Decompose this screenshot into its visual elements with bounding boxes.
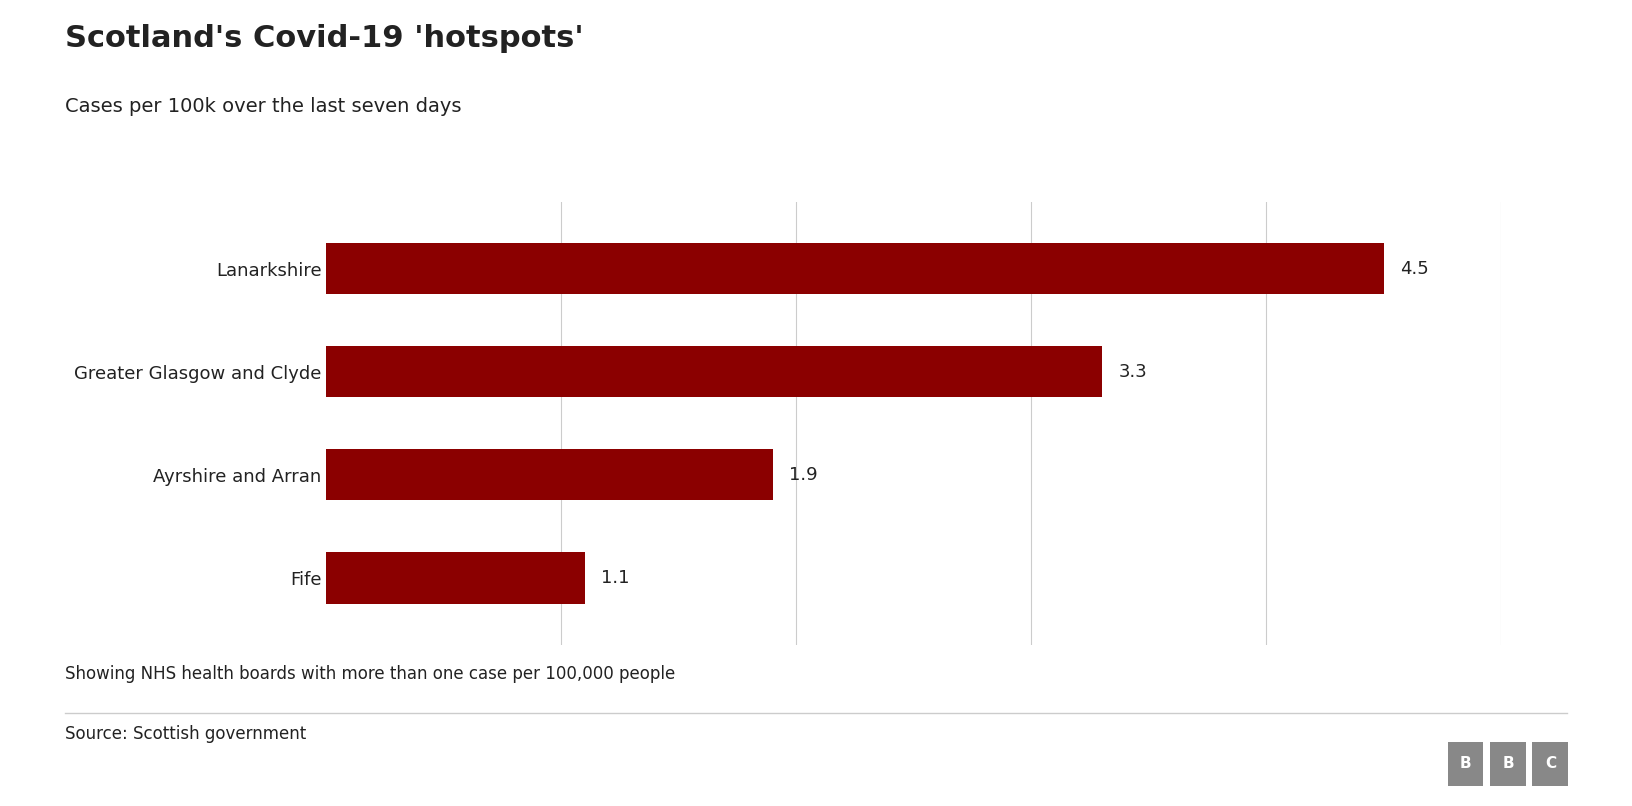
Text: 1.9: 1.9 [790, 466, 818, 484]
Text: 3.3: 3.3 [1118, 363, 1147, 380]
Text: B: B [1459, 756, 1472, 771]
Text: B: B [1501, 756, 1514, 771]
Bar [326, 243, 1384, 294]
Text: Cases per 100k over the last seven days: Cases per 100k over the last seven days [65, 97, 462, 116]
Text: 1.1: 1.1 [601, 569, 630, 587]
Bar [326, 449, 774, 501]
Text: Source: Scottish government: Source: Scottish government [65, 725, 307, 743]
Text: 4.5: 4.5 [1400, 260, 1430, 277]
Text: C: C [1546, 756, 1555, 771]
Text: Showing NHS health boards with more than one case per 100,000 people: Showing NHS health boards with more than… [65, 665, 676, 683]
Bar [326, 552, 584, 604]
Text: Scotland's Covid-19 'hotspots': Scotland's Covid-19 'hotspots' [65, 24, 584, 53]
Bar [326, 346, 1102, 397]
